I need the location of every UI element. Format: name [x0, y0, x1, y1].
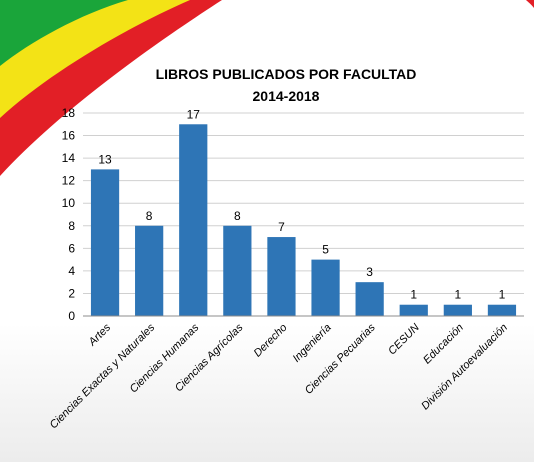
x-tick-label: Derecho: [252, 322, 290, 360]
y-tick-label: 0: [68, 309, 75, 323]
data-label: 17: [187, 107, 201, 121]
y-tick-label: 2: [68, 286, 75, 300]
x-tick-label: Educación: [421, 322, 466, 367]
data-label: 1: [499, 288, 506, 302]
x-tick-label: Artes: [86, 321, 114, 349]
bar: [443, 304, 472, 316]
x-tick-label: Ingeniería: [291, 322, 334, 365]
bar: [355, 282, 384, 316]
bar: [267, 237, 296, 316]
y-tick-label: 14: [62, 151, 76, 165]
y-tick-label: 16: [62, 129, 76, 143]
bar: [399, 304, 428, 316]
data-label: 3: [366, 265, 373, 279]
data-label: 7: [278, 220, 285, 234]
y-tick-label: 8: [68, 219, 75, 233]
y-tick-label: 10: [62, 196, 76, 210]
bars: [90, 124, 517, 317]
bar: [223, 225, 252, 316]
bar: [311, 259, 340, 316]
x-tick-label: División Autoevaluación: [419, 322, 510, 413]
bar: [487, 304, 517, 316]
y-tick-label: 18: [62, 106, 76, 120]
data-labels: 13 8 17 8 7 5 3 1 1 1: [98, 107, 505, 301]
data-label: 5: [322, 243, 329, 257]
bar: [90, 169, 120, 316]
data-label: 8: [146, 209, 153, 223]
data-label: 1: [455, 288, 462, 302]
y-tick-label: 6: [68, 241, 75, 255]
flag-green-stripe: [0, 0, 128, 66]
bar: [135, 225, 164, 316]
chart-title: LIBROS PUBLICADOS POR FACULTAD: [156, 66, 417, 82]
flag-red-corner: [526, 0, 534, 8]
y-tick-label: 4: [68, 264, 75, 278]
flag-decoration: [0, 0, 534, 176]
data-label: 1: [410, 288, 417, 302]
y-axis-ticks: 0 2 4 6 8 10 12 14 16 18: [62, 106, 76, 323]
chart-subtitle: 2014-2018: [253, 88, 320, 104]
x-tick-label: CESUN: [386, 322, 422, 358]
data-label: 13: [98, 152, 112, 166]
data-label: 8: [234, 209, 241, 223]
y-tick-label: 12: [62, 174, 76, 188]
bar: [179, 124, 208, 317]
